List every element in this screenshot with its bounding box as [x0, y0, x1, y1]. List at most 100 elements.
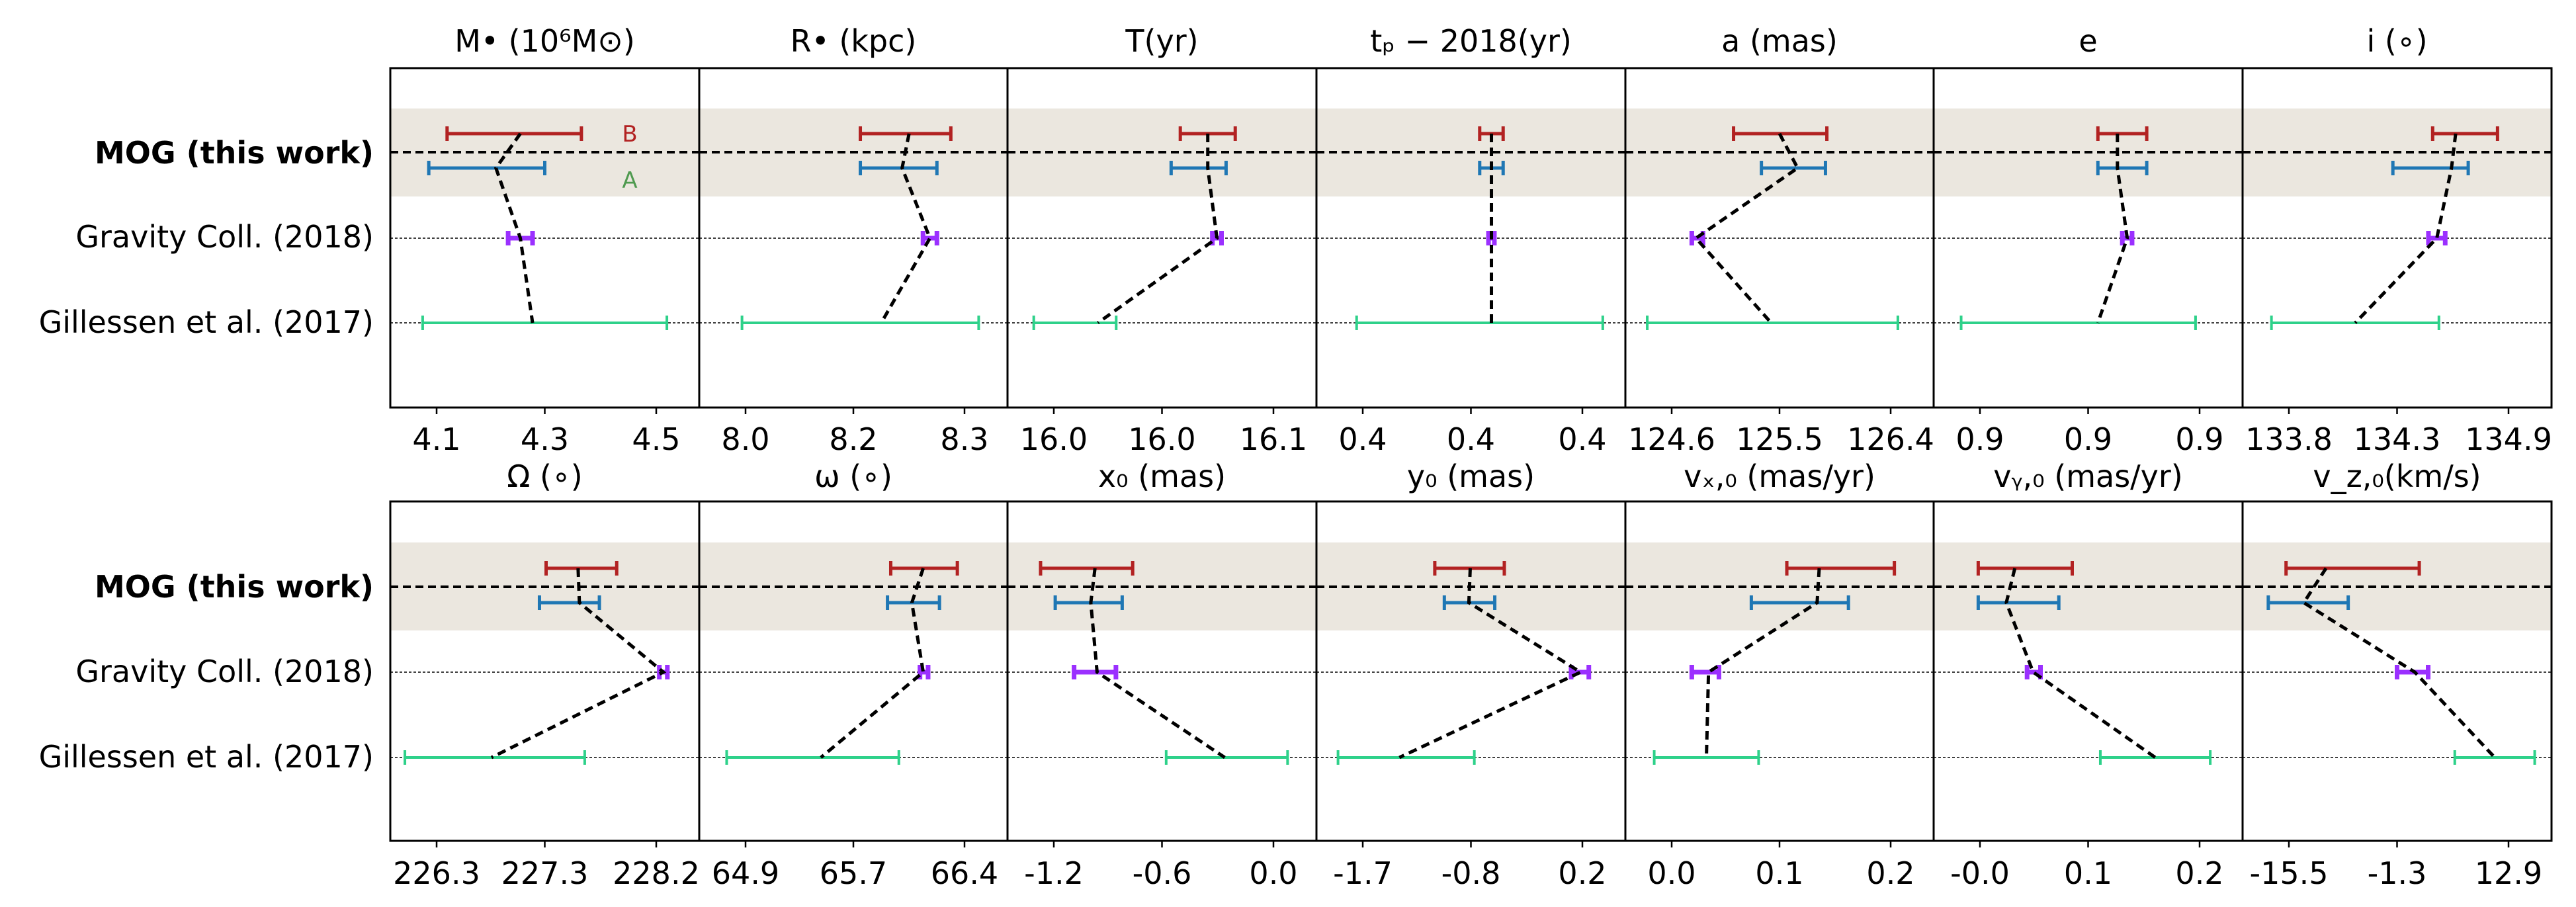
mog-b-errorbar: [1039, 561, 1135, 576]
gillessen-errorbar: [1646, 316, 1899, 330]
panel-8: ω (∘) 64.9 65.7 66.4: [698, 458, 1009, 891]
trend-dashed-line: [1089, 568, 1226, 759]
gillessen-errorbar: [404, 750, 586, 765]
trend-dashed-line: [2354, 133, 2458, 324]
label-a: A: [622, 167, 637, 194]
gillessen-errorbar: [1355, 316, 1604, 330]
mog-a-errorbar: [1169, 161, 1228, 175]
gravity-errorbar: [2426, 231, 2448, 245]
x-tick-label: 0.9: [2064, 421, 2112, 457]
gillessen-errorbar: [1032, 316, 1118, 330]
mog-a-errorbar: [2266, 595, 2350, 610]
x-tick-label: 16.1: [1240, 421, 1307, 457]
panels: M• (10⁶M⊙) 4.1 4.3 4.5 BA R• (kpc) 8.0 8.2 8.3 T(…: [389, 23, 2553, 891]
panel-title: e: [2079, 23, 2097, 59]
x-tick-label: -0.6: [1133, 855, 1192, 891]
row-label-gillessen-bottom: Gillessen et al. (2017): [39, 739, 374, 775]
panel-title: y₀ (mas): [1407, 458, 1535, 494]
trend-dashed-line: [2301, 567, 2496, 759]
row-label-mog-top: MOG (this work): [95, 135, 374, 171]
x-tick-label: 228.2: [613, 855, 700, 891]
mog-b-errorbar: [1976, 561, 2075, 576]
x-tick-label: 8.3: [940, 421, 988, 457]
trend-dashed-line: [879, 133, 932, 324]
x-tick-label: 126.4: [1847, 421, 1934, 457]
x-tick-label: 0.2: [2175, 855, 2223, 891]
mog-a-errorbar: [2391, 161, 2470, 175]
gravity-errorbar: [920, 231, 939, 245]
panel-9: x₀ (mas) -1.2 -0.6 0.0: [1006, 458, 1318, 891]
panel-title: a (mas): [1721, 23, 1838, 59]
x-tick-label: -0.8: [1441, 855, 1501, 891]
gillessen-errorbar: [725, 750, 900, 765]
row-labels: MOG (this work) Gravity Coll. (2018) Gil…: [39, 135, 374, 775]
x-tick-label: 0.4: [1447, 421, 1495, 457]
panel-10: y₀ (mas) -1.7 -0.8 0.2: [1315, 458, 1627, 891]
x-tick-label: -0.0: [1950, 855, 2010, 891]
panel-title: vᵧ,₀ (mas/yr): [1993, 458, 2183, 494]
mog-a-errorbar: [2096, 161, 2149, 175]
x-tick-label: 8.0: [721, 421, 769, 457]
x-tick-label: -1.7: [1333, 855, 1393, 891]
panel-7: Ω (∘) 226.3 227.3 228.2: [389, 458, 701, 891]
x-tick-label: 227.3: [501, 855, 589, 891]
panel-title: v_z,₀(km/s): [2313, 458, 2481, 494]
panel-title: R• (kpc): [791, 23, 917, 59]
trend-dashed-line: [1097, 134, 1219, 325]
x-tick-label: 0.1: [2064, 855, 2112, 891]
mog-b-errorbar: [2096, 126, 2149, 141]
mog-b-errorbar: [2430, 126, 2499, 141]
x-tick-label: 226.3: [393, 855, 480, 891]
panel-0: M• (10⁶M⊙) 4.1 4.3 4.5 BA: [389, 23, 701, 457]
gillessen-errorbar: [740, 316, 980, 330]
trend-dashed-line: [494, 132, 535, 324]
trend-dashed-line: [1398, 568, 1584, 759]
row-label-gravity-top: Gravity Coll. (2018): [75, 219, 374, 255]
x-tick-label: 0.1: [1755, 855, 1803, 891]
gravity-errorbar: [1689, 665, 1721, 679]
x-tick-label: 134.3: [2354, 421, 2441, 457]
x-tick-label: -1.2: [1024, 855, 1084, 891]
x-tick-label: 64.9: [712, 855, 779, 891]
x-tick-label: 8.2: [829, 421, 877, 457]
mog-b-errorbar: [888, 561, 959, 576]
gillessen-errorbar: [1653, 750, 1760, 765]
x-tick-label: 0.0: [1249, 855, 1297, 891]
gillessen-errorbar: [1164, 750, 1289, 765]
x-tick-label: 66.4: [931, 855, 998, 891]
x-tick-label: 0.2: [1866, 855, 1914, 891]
mog-a-errorbar: [537, 595, 601, 610]
panel-11: vₓ,₀ (mas/yr) 0.0 0.1 0.2: [1624, 458, 1935, 891]
x-tick-label: 0.4: [1338, 421, 1387, 457]
panel-title: tₚ − 2018(yr): [1370, 23, 1572, 59]
gravity-errorbar: [1072, 665, 1119, 679]
panel-title: ω (∘): [814, 458, 892, 494]
x-tick-label: 125.5: [1736, 421, 1823, 457]
row-label-gravity-bottom: Gravity Coll. (2018): [75, 654, 374, 689]
panel-3: tₚ − 2018(yr) 0.4 0.4 0.4: [1315, 23, 1627, 457]
panel-2: T(yr) 16.0 16.0 16.1: [1006, 23, 1318, 457]
x-tick-label: 4.3: [521, 421, 569, 457]
x-tick-label: 0.2: [1558, 855, 1606, 891]
panel-6: i (∘) 133.8 134.3 134.9: [2241, 23, 2553, 457]
trend-dashed-line: [820, 568, 925, 759]
mog-a-errorbar: [859, 161, 939, 175]
x-tick-label: 4.1: [412, 421, 460, 457]
mog-a-errorbar: [1053, 595, 1124, 610]
panel-12: vᵧ,₀ (mas/yr) -0.0 0.1 0.2: [1932, 458, 2244, 891]
gillessen-errorbar: [1959, 316, 2197, 330]
panel-1: R• (kpc) 8.0 8.2 8.3: [698, 23, 1009, 457]
gillessen-errorbar: [421, 316, 669, 330]
mog-b-errorbar: [445, 126, 583, 141]
panel-13: v_z,₀(km/s) -15.5 -1.3 12.9: [2241, 458, 2553, 891]
mog-b-errorbar: [1785, 561, 1897, 576]
x-tick-label: 12.9: [2475, 855, 2542, 891]
mog-a-errorbar: [1976, 595, 2061, 610]
gillessen-errorbar: [2098, 750, 2212, 765]
x-tick-label: 124.6: [1628, 421, 1715, 457]
panel-title: x₀ (mas): [1098, 458, 1226, 494]
gillessen-errorbar: [1336, 750, 1476, 765]
panel-4: a (mas) 124.6 125.5 126.4: [1624, 23, 1935, 457]
x-tick-label: 65.7: [820, 855, 887, 891]
row-label-mog-bottom: MOG (this work): [95, 569, 374, 605]
